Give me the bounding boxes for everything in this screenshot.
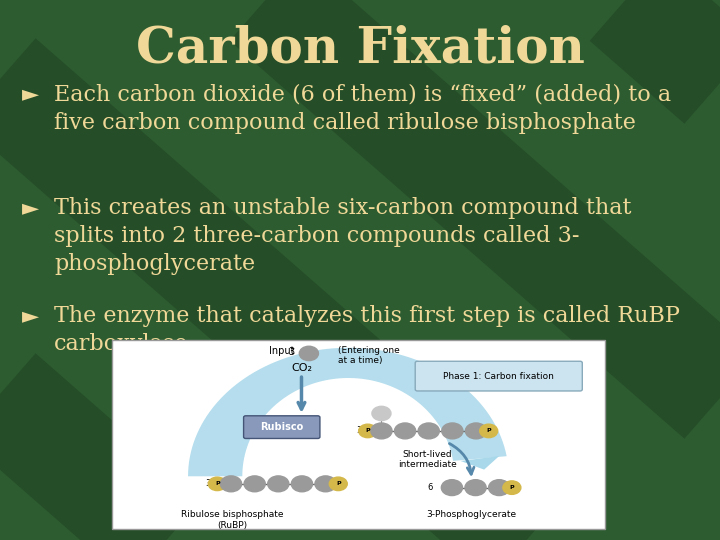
Text: P: P [215, 481, 220, 487]
Circle shape [268, 476, 289, 492]
Text: P: P [336, 481, 341, 487]
Text: 3: 3 [356, 427, 361, 435]
Text: Rubisco: Rubisco [260, 422, 303, 432]
Text: ►: ► [22, 197, 39, 219]
Text: This creates an unstable six-carbon compound that: This creates an unstable six-carbon comp… [54, 197, 631, 219]
Text: splits into 2 three-carbon compounds called 3-: splits into 2 three-carbon compounds cal… [54, 225, 580, 247]
Text: 3: 3 [288, 347, 294, 357]
Text: P: P [365, 428, 370, 434]
FancyBboxPatch shape [112, 340, 605, 529]
FancyBboxPatch shape [415, 361, 582, 391]
Text: 3-Phosphoglycerate: 3-Phosphoglycerate [426, 510, 517, 519]
Circle shape [371, 423, 392, 439]
Text: (Entering one
at a time): (Entering one at a time) [338, 346, 400, 365]
Circle shape [465, 423, 487, 439]
Circle shape [372, 406, 391, 421]
Circle shape [292, 476, 312, 492]
Text: P: P [487, 428, 491, 434]
Text: The enzyme that catalyzes this first step is called RuBP: The enzyme that catalyzes this first ste… [54, 305, 680, 327]
Text: P: P [510, 485, 514, 490]
Text: Short-lived
intermediate: Short-lived intermediate [398, 450, 456, 469]
Polygon shape [188, 348, 507, 476]
Circle shape [395, 423, 415, 439]
Text: Input: Input [269, 346, 294, 356]
Circle shape [329, 477, 347, 490]
Text: carboxylase: carboxylase [54, 333, 189, 355]
Circle shape [418, 423, 439, 439]
Circle shape [220, 476, 242, 492]
Circle shape [208, 477, 226, 490]
Text: five carbon compound called ribulose bisphosphate: five carbon compound called ribulose bis… [54, 112, 636, 134]
Circle shape [244, 476, 265, 492]
Circle shape [503, 481, 521, 494]
Circle shape [315, 476, 336, 492]
Text: CO₂: CO₂ [291, 363, 312, 373]
Text: ►: ► [22, 305, 39, 327]
Text: Carbon Fixation: Carbon Fixation [135, 24, 585, 73]
Circle shape [465, 480, 486, 496]
Circle shape [300, 346, 318, 361]
Circle shape [442, 423, 463, 439]
Circle shape [359, 424, 377, 437]
Text: Ribulose bisphosphate
(RuBP): Ribulose bisphosphate (RuBP) [181, 510, 284, 530]
Polygon shape [461, 456, 499, 470]
Circle shape [480, 424, 498, 437]
Text: Phase 1: Carbon fixation: Phase 1: Carbon fixation [444, 372, 554, 381]
Text: Each carbon dioxide (6 of them) is “fixed” (added) to a: Each carbon dioxide (6 of them) is “fixe… [54, 84, 671, 106]
Text: phosphoglycerate: phosphoglycerate [54, 253, 255, 275]
Circle shape [441, 480, 462, 496]
Text: 6: 6 [428, 483, 433, 492]
Text: ►: ► [22, 84, 39, 106]
Text: 3: 3 [205, 480, 211, 488]
FancyBboxPatch shape [243, 416, 320, 438]
Circle shape [489, 480, 510, 496]
